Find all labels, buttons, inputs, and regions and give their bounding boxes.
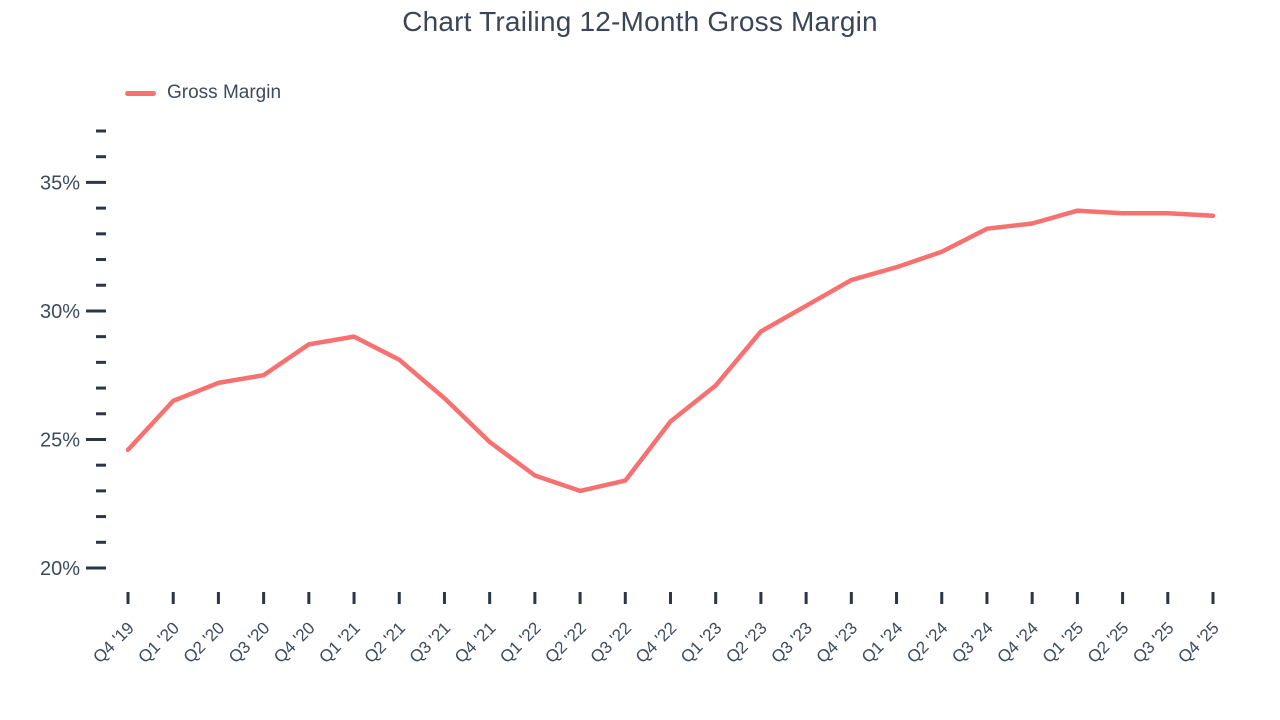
x-axis-tick-label: Q4 '20 bbox=[270, 618, 318, 666]
x-axis-tick-label: Q3 '25 bbox=[1129, 618, 1177, 666]
legend-line-swatch-icon bbox=[125, 90, 156, 96]
x-axis-tick-label: Q3 '20 bbox=[225, 618, 273, 666]
x-axis-tick-label: Q2 '23 bbox=[722, 618, 770, 666]
x-axis-tick-label: Q3 '23 bbox=[767, 618, 815, 666]
x-axis-tick-label: Q4 '23 bbox=[813, 618, 861, 666]
x-axis-tick-label: Q4 '21 bbox=[451, 618, 499, 666]
chart-legend: Gross Margin bbox=[125, 82, 281, 104]
x-axis-tick-label: Q2 '25 bbox=[1084, 618, 1132, 666]
x-axis-tick-label: Q3 '21 bbox=[406, 618, 454, 666]
x-axis-tick-label: Q2 '24 bbox=[903, 618, 951, 666]
x-axis-tick-label: Q4 '24 bbox=[994, 618, 1042, 666]
x-axis-tick-label: Q1 '24 bbox=[858, 618, 906, 666]
x-axis-tick-label: Q3 '24 bbox=[948, 618, 996, 666]
x-axis-tick-label: Q4 '25 bbox=[1174, 618, 1222, 666]
x-axis-tick-label: Q1 '22 bbox=[496, 618, 544, 666]
gross-margin-line-series bbox=[125, 208, 1216, 494]
x-axis-tick-label: Q2 '20 bbox=[180, 618, 228, 666]
x-axis-tick-label: Q1 '21 bbox=[315, 618, 363, 666]
y-axis-tick-label: 30% bbox=[40, 301, 80, 323]
y-axis-tick-label: 25% bbox=[40, 429, 80, 451]
y-axis-tick-label: 20% bbox=[40, 558, 80, 580]
x-axis-tick-label: Q4 '19 bbox=[89, 618, 137, 666]
y-axis-tick-label: 35% bbox=[40, 172, 80, 194]
legend-item-label: Gross Margin bbox=[167, 82, 282, 103]
x-axis-tick-label: Q2 '21 bbox=[361, 618, 409, 666]
x-axis-tick-label: Q2 '22 bbox=[541, 618, 589, 666]
x-axis-tick-label: Q1 '20 bbox=[135, 618, 183, 666]
x-axis-tick-label: Q4 '22 bbox=[632, 618, 680, 666]
x-axis-tick-label: Q1 '25 bbox=[1039, 618, 1087, 666]
chart-title: Chart Trailing 12-Month Gross Margin bbox=[402, 6, 878, 37]
x-axis-tick-label: Q3 '22 bbox=[587, 618, 635, 666]
legend-item-gross-margin[interactable]: Gross Margin bbox=[125, 82, 281, 104]
x-axis-tick-label: Q1 '23 bbox=[677, 618, 725, 666]
